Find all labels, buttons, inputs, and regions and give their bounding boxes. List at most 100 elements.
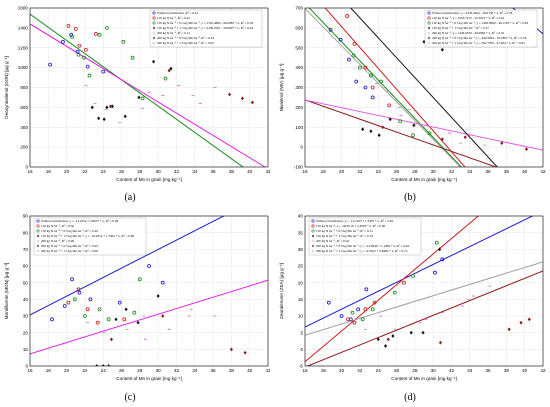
data-point xyxy=(388,117,392,122)
data-point xyxy=(163,76,168,81)
data-point xyxy=(383,344,388,348)
legend-marker xyxy=(427,16,431,20)
legend-marker xyxy=(36,244,40,248)
x-tick-label: 28 xyxy=(412,169,418,174)
legend-label: 150 kg N ha⁻¹ + 0.5 kg Mn ha⁻¹, R² = 0.1… xyxy=(316,229,373,234)
legend-label: 200 kg N ha⁻¹ + 0.5 kg Mn ha⁻¹, R² = 0.0… xyxy=(41,244,98,249)
data-point xyxy=(121,39,126,44)
x-tick-label: 34 xyxy=(467,169,473,174)
legend-label: 200 kg N ha⁻¹ + 1.5 kg Mn ha⁻¹, y = 392.… xyxy=(432,41,525,46)
data-point xyxy=(386,337,390,342)
y-tick-label: 600 xyxy=(295,25,303,30)
data-point xyxy=(132,310,137,315)
y-tick-label: 600 xyxy=(20,105,28,110)
caption-c: (c) xyxy=(124,392,136,403)
data-point xyxy=(363,85,368,90)
y-tick-label: 60 xyxy=(23,264,29,269)
x-tick-label: 24 xyxy=(101,169,107,174)
trend-line xyxy=(30,13,244,167)
data-point xyxy=(124,307,128,312)
data-point xyxy=(61,39,65,44)
data-point xyxy=(151,59,156,64)
legend-label: 150 kg N ha⁻¹, y = -40.6719 + 2.3093 * x… xyxy=(316,224,386,229)
x-axis-label: Content of Mn in grain [mg kg⁻¹] xyxy=(391,177,457,182)
data-point xyxy=(391,334,395,338)
x-tick-label: 30 xyxy=(431,368,437,373)
trend-line xyxy=(305,216,534,328)
plot-frame xyxy=(304,215,544,367)
legend-label: 200 kg N ha⁻¹, R² = 0.09 xyxy=(41,239,74,244)
legend-label: Without fertilization, R² = 0.41 xyxy=(157,11,198,16)
x-tick-label: 22 xyxy=(357,368,363,373)
x-tick-label: 26 xyxy=(119,368,125,373)
trend-lines xyxy=(30,216,268,355)
x-tick-label: 26 xyxy=(394,169,400,174)
data-point xyxy=(363,307,368,312)
caption-d: (d) xyxy=(404,392,416,403)
x-tick-label: 22 xyxy=(357,169,363,174)
y-tick-label: 1600 xyxy=(18,6,29,11)
y-tick-label: 200 xyxy=(295,105,303,110)
data-point xyxy=(411,274,415,278)
x-tick-label: 20 xyxy=(64,169,70,174)
data-point xyxy=(354,79,359,84)
data-point xyxy=(117,300,122,305)
legend-label: 200 kg N ha⁻¹ + 0.5 kg Mn ha⁻¹, R² = 0.3… xyxy=(157,36,214,41)
legend-marker xyxy=(152,21,156,25)
data-point xyxy=(101,69,106,74)
data-point xyxy=(434,240,439,245)
legend-label: 200 kg N ha⁻¹, R² = 0.02 xyxy=(316,239,349,244)
trend-line xyxy=(308,8,463,167)
x-tick-label: 36 xyxy=(211,368,217,373)
trend-lines xyxy=(305,216,543,366)
legend: Without fertilization, R² = 0.41 150 kg N… xyxy=(149,9,263,48)
data-point xyxy=(160,280,165,285)
y-tick-label: 20 xyxy=(23,330,29,335)
y-tick-label: 200 xyxy=(20,145,28,150)
x-tick-label: 38 xyxy=(229,368,235,373)
data-point xyxy=(83,47,88,52)
data-point xyxy=(376,337,380,342)
data-point xyxy=(97,116,101,121)
trend-line xyxy=(30,279,268,355)
legend-marker xyxy=(311,234,315,238)
data-point xyxy=(527,317,531,322)
data-point xyxy=(70,277,75,282)
data-point xyxy=(106,317,111,322)
x-tick-label: 40 xyxy=(522,368,528,373)
data-point xyxy=(136,320,140,325)
legend-marker xyxy=(36,229,40,233)
x-tick-label: 20 xyxy=(64,368,70,373)
y-tick-label: 20 xyxy=(298,280,304,285)
x-tick-label: 16 xyxy=(302,368,308,373)
legend-marker xyxy=(36,219,40,223)
legend-marker xyxy=(152,26,156,30)
data-point xyxy=(438,340,443,345)
data-point xyxy=(377,133,381,138)
data-point xyxy=(427,131,432,136)
data-points xyxy=(48,23,255,123)
x-tick-label: 42 xyxy=(540,169,546,174)
y-axis-label: Zearalenone (ZEA) [μg g⁻¹] xyxy=(279,263,284,319)
data-point xyxy=(87,73,92,78)
data-point xyxy=(370,85,375,90)
data-point xyxy=(358,65,362,70)
x-tick-label: 32 xyxy=(174,368,180,373)
caption-b: (b) xyxy=(404,192,416,203)
y-tick-label: 40 xyxy=(298,214,304,219)
y-tick-label: 100 xyxy=(295,125,303,130)
legend-label: 150 kg N ha⁻¹ + 1.5 kg Mn ha⁻¹, y = 2336… xyxy=(157,26,253,31)
x-tick-label: 26 xyxy=(394,368,400,373)
data-point xyxy=(95,364,99,366)
data-point xyxy=(338,37,343,42)
trend-lines xyxy=(305,8,543,167)
data-point xyxy=(77,290,82,295)
legend-label: 200 kg N ha⁻¹ + 1.5 kg Mn ha⁻¹, R² = 0.0… xyxy=(41,249,98,254)
y-tick-label: 1000 xyxy=(18,65,29,70)
data-point xyxy=(381,125,385,130)
data-point xyxy=(137,95,141,100)
legend-label: 200 kg N ha⁻¹, R² = 0.12 xyxy=(157,31,190,36)
legend-marker xyxy=(427,11,431,15)
data-point xyxy=(369,73,373,78)
x-tick-label: 22 xyxy=(82,368,88,373)
